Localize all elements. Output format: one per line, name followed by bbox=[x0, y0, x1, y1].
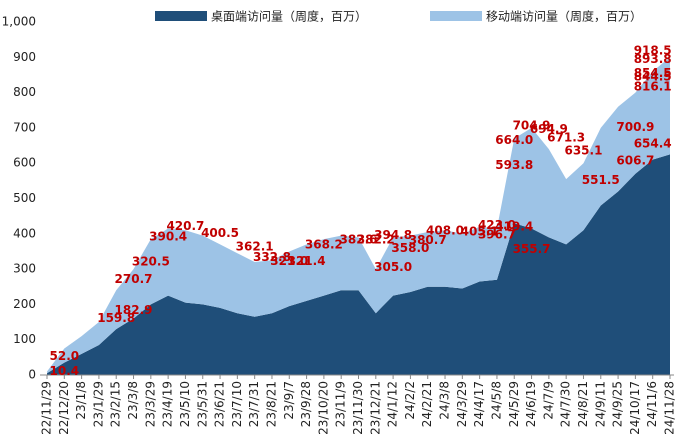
data-label: 321.4 bbox=[288, 254, 326, 268]
x-tick-label: 22/12/20 bbox=[57, 381, 71, 435]
data-label: 159.8 bbox=[97, 311, 135, 325]
y-tick-label: 600 bbox=[13, 156, 36, 170]
data-label: 844.5 bbox=[634, 69, 672, 83]
x-tick-label: 23/3/29 bbox=[143, 381, 157, 427]
data-label: 606.7 bbox=[616, 153, 654, 167]
data-label: 635.1 bbox=[564, 143, 602, 157]
data-label: 694.9 bbox=[530, 122, 568, 136]
area bbox=[47, 154, 670, 375]
data-label: 593.8 bbox=[495, 158, 533, 172]
x-tick-label: 23/6/21 bbox=[213, 381, 227, 427]
data-label: 405.1 bbox=[461, 224, 499, 238]
x-tick-label: 23/11/9 bbox=[334, 381, 348, 427]
data-label: 654.4 bbox=[634, 136, 672, 150]
x-tick-label: 24/7/30 bbox=[559, 381, 573, 427]
data-label: 382.6 bbox=[340, 232, 378, 246]
y-tick-label: 1,000 bbox=[2, 15, 36, 29]
x-tick-label: 24/6/19 bbox=[524, 381, 538, 427]
x-tick-label: 24/8/21 bbox=[576, 381, 590, 427]
x-tick-label: 24/4/17 bbox=[472, 381, 486, 427]
data-label: 700.9 bbox=[616, 120, 654, 134]
x-tick-label: 23/1/29 bbox=[91, 381, 105, 427]
x-tick-label: 23/8/21 bbox=[264, 381, 278, 427]
x-tick-label: 24/3/8 bbox=[438, 381, 452, 420]
data-label: 362.1 bbox=[236, 240, 274, 254]
x-tick-label: 24/9/11 bbox=[593, 381, 607, 427]
data-label: 419.4 bbox=[495, 219, 533, 233]
data-label: 368.2 bbox=[305, 238, 343, 252]
data-label: 182.9 bbox=[115, 303, 153, 317]
data-label: 332.8 bbox=[253, 250, 291, 264]
y-tick-label: 400 bbox=[13, 226, 36, 240]
y-tick-label: 500 bbox=[13, 191, 36, 205]
y-tick-label: 200 bbox=[13, 297, 36, 311]
data-label: 390.4 bbox=[149, 230, 187, 244]
x-tick-label: 23/2/15 bbox=[109, 381, 123, 427]
data-label: 704.9 bbox=[513, 119, 551, 133]
x-tick-label: 23/11/30 bbox=[351, 381, 365, 435]
data-label: 420.7 bbox=[166, 219, 204, 233]
data-label: 816.1 bbox=[634, 79, 672, 93]
y-tick-label: 300 bbox=[13, 262, 36, 276]
x-tick-label: 23/9/7 bbox=[282, 381, 296, 420]
data-label: 400.5 bbox=[201, 226, 239, 240]
x-tick-label: 24/7/9 bbox=[541, 381, 555, 420]
data-label: 380.7 bbox=[409, 233, 447, 247]
x-tick-label: 23/4/19 bbox=[161, 381, 175, 427]
y-tick-label: 900 bbox=[13, 50, 36, 64]
data-label: 10.4 bbox=[50, 364, 80, 378]
y-tick-label: 0 bbox=[28, 368, 36, 382]
x-tick-label: 24/5/8 bbox=[489, 381, 503, 420]
data-label: 854.5 bbox=[634, 66, 672, 80]
legend-label: 桌面端访问量（周度，百万） bbox=[211, 9, 367, 24]
data-label: 320.5 bbox=[132, 254, 170, 268]
x-tick-label: 23/7/10 bbox=[230, 381, 244, 427]
data-label: 671.3 bbox=[547, 131, 585, 145]
x-tick-label: 22/11/29 bbox=[40, 381, 54, 435]
legend-label: 移动端访问量（周度，百万） bbox=[486, 9, 642, 24]
x-tick-label: 23/12/21 bbox=[368, 381, 382, 435]
data-label: 423.0 bbox=[478, 218, 516, 232]
y-tick-label: 100 bbox=[13, 332, 36, 346]
x-tick-label: 24/5/29 bbox=[507, 381, 521, 427]
data-label: 394.8 bbox=[374, 228, 412, 242]
data-label: 918.5 bbox=[634, 43, 672, 57]
x-tick-label: 23/7/31 bbox=[247, 381, 261, 427]
data-label: 358.0 bbox=[391, 241, 429, 255]
x-tick-label: 24/10/17 bbox=[628, 381, 642, 435]
data-label: 396.7 bbox=[478, 227, 516, 241]
x-tick-label: 23/10/20 bbox=[316, 381, 330, 435]
x-tick-label: 24/11/28 bbox=[663, 381, 677, 435]
data-label: 382.2 bbox=[357, 233, 395, 247]
x-tick-label: 23/5/31 bbox=[195, 381, 209, 427]
data-label: 305.0 bbox=[374, 260, 412, 274]
x-tick-label: 24/11/6 bbox=[645, 381, 659, 427]
x-tick-label: 23/9/28 bbox=[299, 381, 313, 427]
y-tick-label: 800 bbox=[13, 85, 36, 99]
data-label: 52.0 bbox=[50, 349, 80, 363]
x-tick-label: 24/9/25 bbox=[611, 381, 625, 427]
area bbox=[47, 57, 670, 374]
x-tick-label: 24/3/29 bbox=[455, 381, 469, 427]
x-tick-label: 23/3/8 bbox=[126, 381, 140, 420]
data-label: 355.7 bbox=[513, 242, 551, 256]
data-label: 551.5 bbox=[582, 173, 620, 187]
data-label: 664.0 bbox=[495, 133, 533, 147]
legend-swatch bbox=[155, 11, 207, 21]
x-tick-label: 24/2/21 bbox=[420, 381, 434, 427]
data-label: 893.8 bbox=[634, 52, 672, 66]
x-tick-label: 23/5/10 bbox=[178, 381, 192, 427]
legend-swatch bbox=[430, 11, 482, 21]
x-tick-label: 24/2/2 bbox=[403, 381, 417, 420]
data-label: 270.7 bbox=[115, 272, 153, 286]
data-label: 321.0 bbox=[270, 254, 308, 268]
x-tick-label: 23/1/8 bbox=[74, 381, 88, 420]
x-tick-label: 24/1/12 bbox=[386, 381, 400, 427]
data-label: 408.0 bbox=[426, 223, 464, 237]
y-tick-label: 700 bbox=[13, 120, 36, 134]
